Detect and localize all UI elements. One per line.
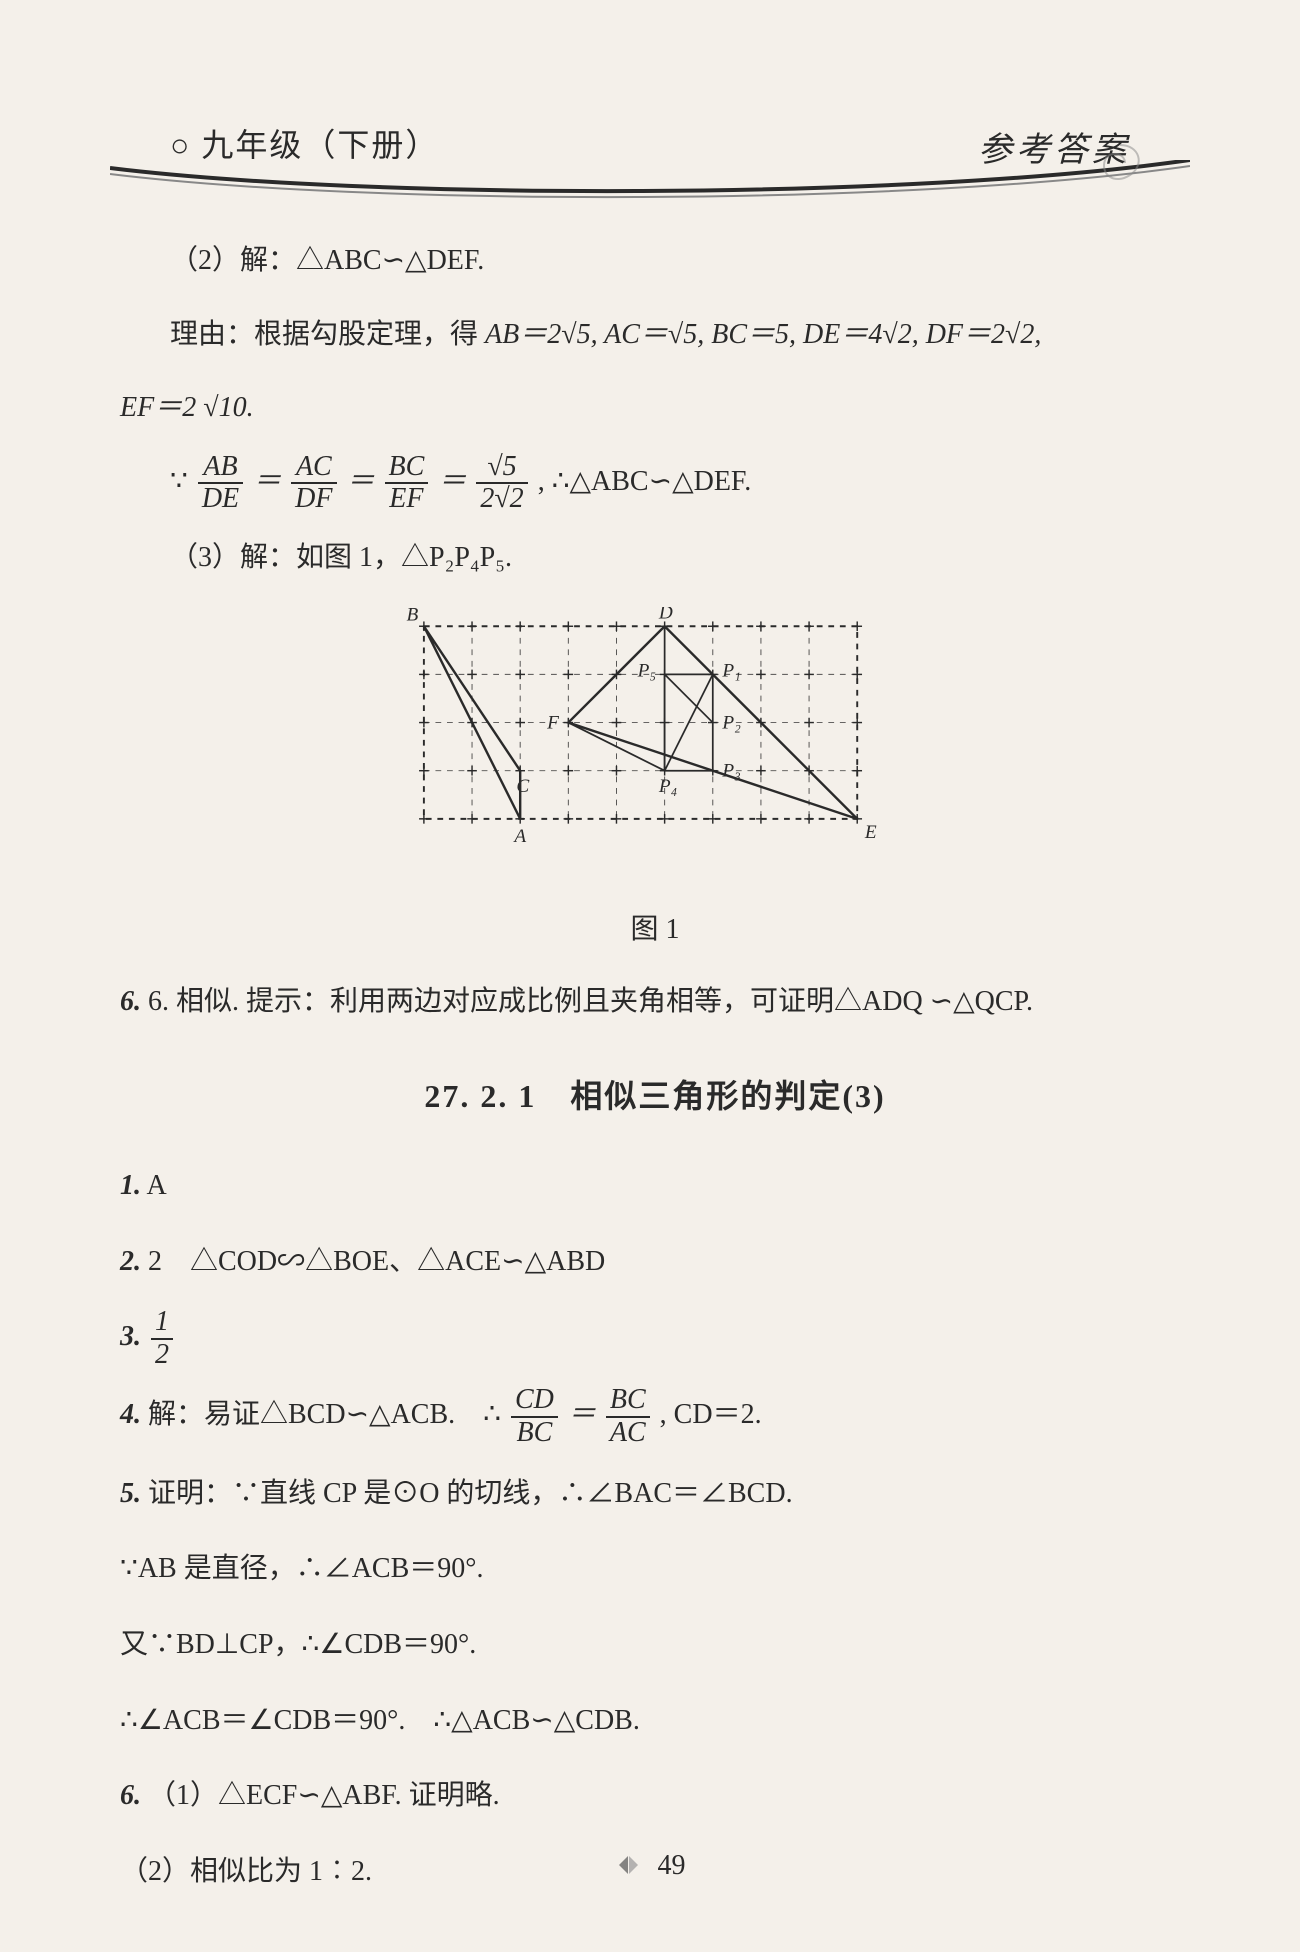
solution-2-ratio: ∵ ABDE ＝ ACDF ＝ BCEF ＝ √52√2 , ∴△ABC∽△DE… [120, 451, 1190, 515]
math: EF＝2 √10. [120, 392, 254, 423]
eq: ＝ [568, 1399, 596, 1430]
text: ∴∠ACB＝∠CDB＝90°. ∴△ACB∽△CDB. [120, 1705, 640, 1736]
svg-text:P₂: P₂ [721, 712, 741, 733]
ans-4: 4. 解：易证△BCD∽△ACB. ∴ CDBC ＝ BCAC , CD＝2. [120, 1384, 1190, 1448]
num: 4. [120, 1399, 141, 1430]
ans-3: 3. 12 [120, 1306, 1190, 1370]
text: （1）△ECF∽△ABF. 证明略. [148, 1780, 500, 1811]
num: 2. [120, 1246, 141, 1277]
content-body: （2）解：△ABC∽△DEF. 理由：根据勾股定理，得 AB＝2√5, AC＝√… [110, 230, 1190, 1902]
num: 6. [120, 1780, 141, 1811]
num: 3. [120, 1321, 141, 1352]
fraction: ACDF [291, 452, 336, 516]
solution-2-reason: 理由：根据勾股定理，得 AB＝2√5, AC＝√5, BC＝5, DE＝4√2,… [120, 304, 1190, 366]
figure-1-caption: 图 1 [120, 899, 1190, 961]
num: 1. [120, 1170, 141, 1201]
svg-text:A: A [512, 826, 526, 847]
math: AB＝2√5, AC＝√5, BC＝5, DE＝4√2, DF＝2√2, [485, 319, 1041, 350]
page-footer: 49 [0, 1850, 1300, 1882]
text: , CD＝2. [660, 1399, 762, 1430]
header-curve-icon [110, 160, 1190, 200]
num: 6. [120, 986, 148, 1017]
figure-1-svg: B D A E C F P₅ P₁ P₂ P₃ P₄ [385, 607, 925, 867]
ans-2: 2. 2 △COD∽△BOE、△ACE∽△ABD [120, 1231, 1190, 1293]
svg-text:E: E [864, 822, 877, 843]
page-number: 49 [658, 1850, 686, 1881]
svg-text:F: F [546, 712, 559, 733]
fraction: ABDE [198, 452, 243, 516]
ans-5d: ∴∠ACB＝∠CDB＝90°. ∴△ACB∽△CDB. [120, 1690, 1190, 1752]
val: 2 △COD∽△BOE、△ACE∽△ABD [148, 1246, 605, 1277]
section-heading: 27. 2. 1 相似三角形的判定(3) [120, 1061, 1190, 1131]
ans-5c: 又∵BD⊥CP，∴∠CDB＝90°. [120, 1614, 1190, 1676]
header-swirl-icon [1080, 135, 1160, 195]
conclusion: , ∴△ABC∽△DEF. [538, 466, 752, 497]
svg-text:P₃: P₃ [721, 760, 740, 781]
fraction: √52√2 [476, 452, 527, 516]
val: A [146, 1170, 166, 1201]
svg-text:B: B [407, 607, 419, 625]
answer-6: 6. 6. 相似. 提示：利用两边对应成比例且夹角相等，可证明△ADQ ∽△QC… [120, 971, 1190, 1033]
text: 解：易证△BCD∽△ACB. ∴ [148, 1399, 501, 1430]
ans-5: 5. 证明：∵直线 CP 是⊙O 的切线，∴∠BAC＝∠BCD. [120, 1463, 1190, 1525]
svg-text:P₅: P₅ [637, 660, 656, 681]
text: 又∵BD⊥CP，∴∠CDB＝90°. [120, 1629, 476, 1660]
fraction: BCAC [606, 1385, 650, 1449]
fraction: CDBC [511, 1385, 558, 1449]
svg-text:C: C [516, 776, 530, 797]
text: ∵AB 是直径，∴∠ACB＝90°. [120, 1553, 483, 1584]
page: ○ 九年级（下册） 参考答案 （2）解：△ABC∽△DEF. 理由：根据勾股定理… [0, 0, 1300, 1952]
ans-6: 6. （1）△ECF∽△ABF. 证明略. [120, 1765, 1190, 1827]
eq: ＝ [438, 466, 466, 497]
fraction: BCEF [385, 452, 429, 516]
svg-text:P₄: P₄ [658, 776, 677, 797]
text: 理由：根据勾股定理，得 [170, 319, 485, 350]
eq: ＝ [347, 466, 375, 497]
page-header: ○ 九年级（下册） 参考答案 [110, 120, 1190, 190]
fraction: 12 [151, 1307, 173, 1371]
ans-1: 1. A [120, 1155, 1190, 1217]
svg-text:P₁: P₁ [721, 660, 740, 681]
text: 6. 相似. 提示：利用两边对应成比例且夹角相等，可证明△ADQ ∽△QCP. [148, 986, 1033, 1017]
text: 证明：∵直线 CP 是⊙O 的切线，∴∠BAC＝∠BCD. [148, 1478, 793, 1509]
solution-2-line1: （2）解：△ABC∽△DEF. [120, 230, 1190, 292]
text: （2）解：△ABC∽△DEF. [170, 245, 484, 276]
footer-icon [615, 1852, 641, 1878]
solution-2-ef: EF＝2 √10. [120, 377, 1190, 439]
figure-1: B D A E C F P₅ P₁ P₂ P₃ P₄ [120, 607, 1190, 890]
svg-text:D: D [658, 607, 673, 624]
num: 5. [120, 1478, 141, 1509]
text: （3）解：如图 1，△P₂P₄P₅. [170, 542, 512, 573]
ans-5b: ∵AB 是直径，∴∠ACB＝90°. [120, 1538, 1190, 1600]
eq: ＝ [253, 466, 281, 497]
solution-3-line: （3）解：如图 1，△P₂P₄P₅. [120, 527, 1190, 589]
because: ∵ [170, 466, 188, 497]
